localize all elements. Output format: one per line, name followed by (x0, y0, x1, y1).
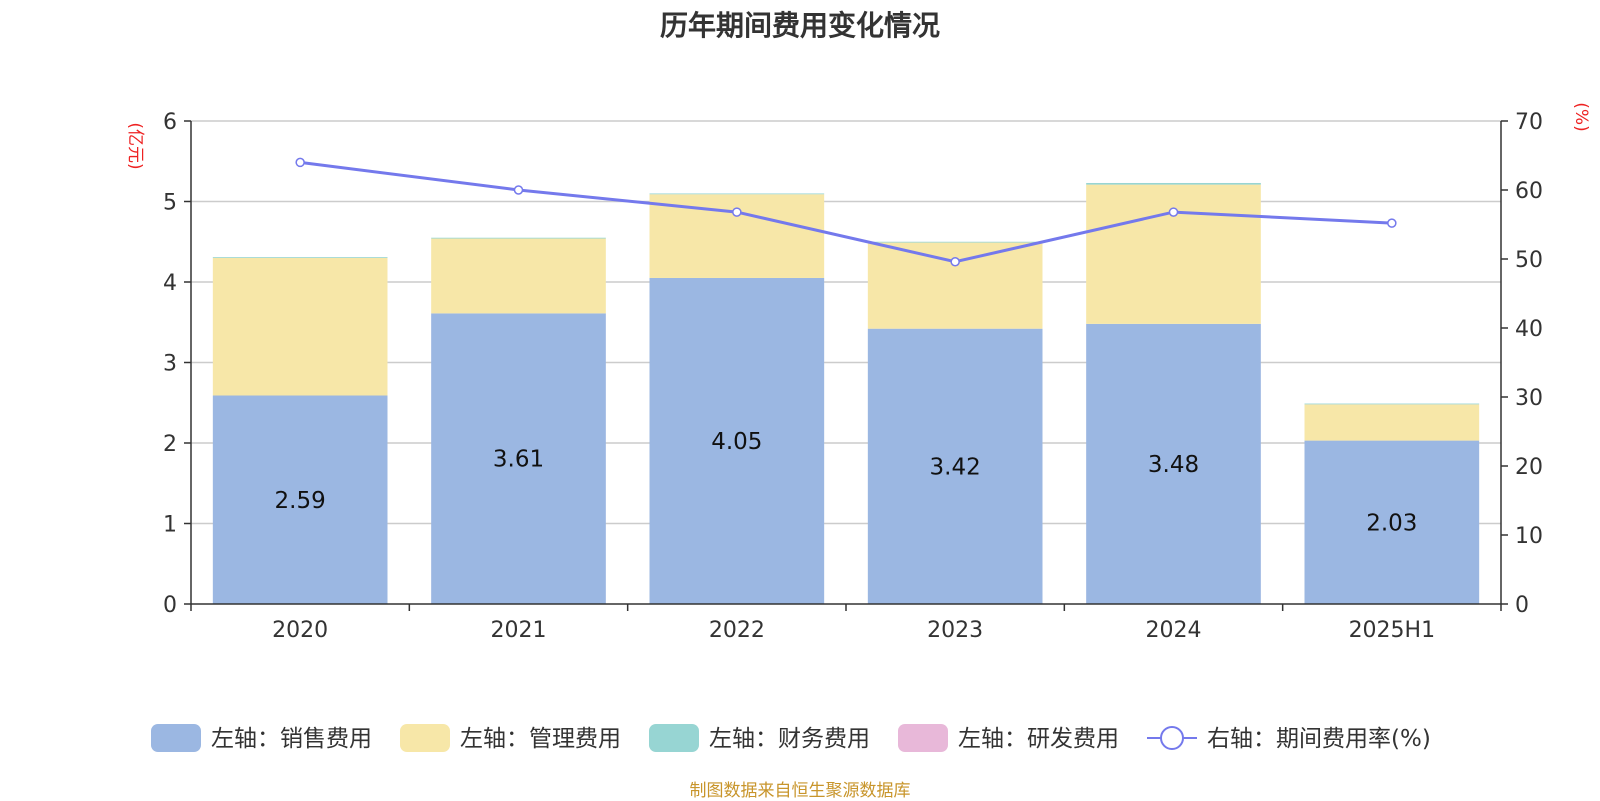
bar-segment (431, 237, 606, 239)
rate-point (950, 257, 960, 267)
source-note: 制图数据来自恒生聚源数据库 (689, 781, 911, 801)
bar-segment (867, 242, 1043, 329)
x-tick-label: 2024 (1146, 618, 1202, 643)
legend-label: 左轴：财务费用 (709, 726, 870, 752)
bar-data-label: 3.42 (930, 454, 981, 480)
left-tick-label: 5 (163, 191, 177, 216)
bar-data-label: 3.61 (493, 447, 544, 473)
bar-segment (1086, 182, 1261, 185)
rate-point (1168, 207, 1179, 217)
bar-segment (649, 277, 825, 604)
right-axis-unit: (%) (1571, 102, 1591, 131)
right-tick-label: 50 (1515, 248, 1543, 273)
legend-swatch (400, 724, 450, 752)
legend-marker (1160, 726, 1184, 750)
bar-segment (212, 395, 388, 604)
left-axis-unit: (亿元) (125, 122, 145, 169)
right-tick-label: 40 (1515, 317, 1543, 342)
bar-data-label: 2.59 (275, 488, 326, 514)
bar-segment (431, 313, 606, 604)
legend-label: 左轴：管理费用 (460, 726, 621, 752)
legend-label: 右轴：期间费用率(%) (1207, 726, 1431, 752)
right-tick-label: 10 (1515, 524, 1543, 549)
bar-segment (867, 241, 1043, 243)
bar-segment (212, 257, 388, 396)
chart-title: 历年期间费用变化情况 (659, 9, 940, 42)
right-tick-label: 60 (1515, 179, 1543, 204)
x-tick-label: 2020 (272, 618, 328, 643)
bar-segment (431, 238, 606, 314)
legend-label: 左轴：销售费用 (211, 726, 372, 752)
legend-swatch (898, 724, 948, 752)
rate-line (299, 160, 1392, 264)
rate-point (295, 157, 305, 168)
x-tick-label: 2022 (709, 618, 765, 643)
bar-segment (1304, 440, 1480, 604)
bar-segment (212, 257, 388, 258)
x-tick-label: 2021 (491, 618, 547, 643)
right-tick-label: 20 (1515, 455, 1543, 480)
left-tick-label: 3 (163, 352, 177, 377)
x-tick-label: 2023 (927, 618, 983, 643)
bar-segment (1304, 404, 1480, 441)
legend-swatch (151, 724, 201, 752)
x-tick-label: 2025H1 (1349, 618, 1436, 643)
rate-point (1387, 218, 1397, 228)
legend-swatch (649, 724, 699, 752)
bar-segment (867, 328, 1043, 604)
legend-label: 左轴：研发费用 (958, 726, 1119, 752)
bar-segment (649, 193, 825, 195)
left-tick-label: 1 (163, 513, 177, 538)
bar-data-label: 2.03 (1366, 510, 1417, 536)
left-tick-label: 0 (163, 593, 177, 618)
right-tick-label: 30 (1515, 386, 1543, 411)
bar-data-label: 3.48 (1148, 452, 1199, 478)
right-tick-label: 0 (1515, 593, 1529, 618)
right-tick-label: 70 (1515, 110, 1543, 135)
rate-point (513, 185, 524, 195)
rate-point (732, 207, 742, 217)
left-tick-label: 4 (163, 271, 177, 296)
bar-data-label: 4.05 (711, 429, 762, 455)
bar-segment (1086, 184, 1261, 324)
bar-segment (1304, 403, 1480, 405)
left-tick-label: 2 (163, 432, 177, 457)
left-tick-label: 6 (163, 110, 177, 135)
bar-segment (1086, 323, 1261, 604)
